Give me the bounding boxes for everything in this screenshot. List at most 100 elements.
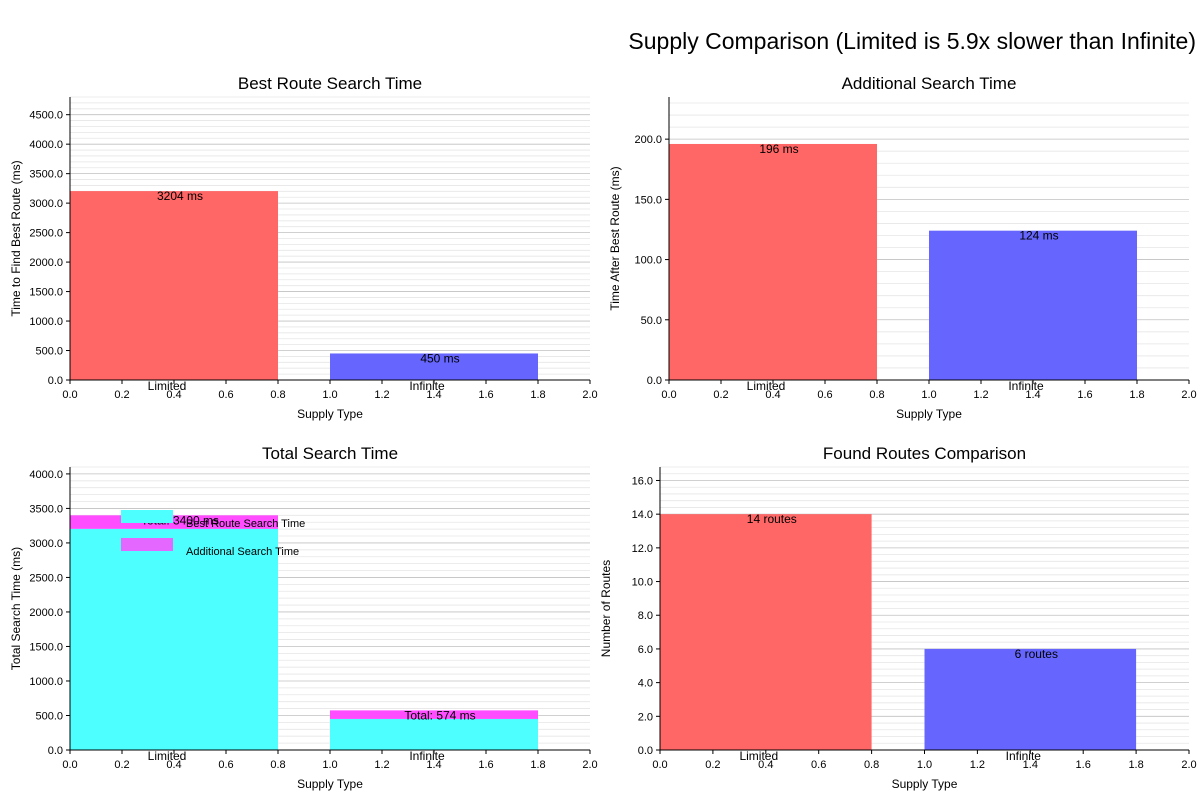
y-tick-label: 0.0 [647, 375, 662, 387]
data-label-limited: 196 ms [759, 142, 798, 156]
x-tick-label: 2.0 [582, 389, 597, 401]
data-label-limited: 3204 ms [157, 189, 203, 203]
x-tick-label: 0.0 [62, 759, 77, 771]
x-tick-label: 1.0 [917, 759, 932, 771]
bar-limited-best-route [70, 528, 278, 750]
y-tick-label: 1500.0 [29, 287, 63, 299]
y-tick-label: 6.0 [638, 644, 653, 656]
y-tick-label: 100.0 [634, 255, 662, 267]
chart-title: Total Search Time [262, 444, 398, 463]
x-tick-label: 1.6 [478, 759, 493, 771]
chart-title: Additional Search Time [842, 74, 1017, 93]
x-tick-label: 1.4 [1023, 759, 1038, 771]
x-tick-label: 0.8 [864, 759, 879, 771]
y-tick-label: 4000.0 [29, 139, 63, 151]
y-tick-label: 2000.0 [29, 257, 63, 269]
chart-title: Found Routes Comparison [823, 444, 1026, 463]
y-tick-label: 3500.0 [29, 169, 63, 181]
x-tick-label: 1.8 [530, 759, 545, 771]
category-label-limited: Limited [747, 379, 786, 393]
x-tick-label: 2.0 [1181, 759, 1196, 771]
x-tick-label: 0.4 [166, 759, 181, 771]
y-tick-label: 3500.0 [29, 503, 63, 515]
bar-limited [70, 191, 278, 380]
x-tick-label: 1.4 [426, 389, 441, 401]
x-tick-label: 0.6 [817, 389, 832, 401]
bar-limited [660, 514, 872, 750]
y-tick-label: 50.0 [641, 315, 662, 327]
legend-label-best-route: Best Route Search Time [186, 518, 305, 530]
x-tick-label: 0.6 [218, 759, 233, 771]
x-axis-label: Supply Type [892, 777, 958, 791]
x-tick-label: 0.6 [811, 759, 826, 771]
y-tick-label: 8.0 [638, 610, 653, 622]
x-axis-label: Supply Type [896, 407, 962, 421]
chart-found-routes-comparison: 0.0 2.0 4.0 6.0 8.0 10.0 12.0 14.0 16.0 0.0 0.2 0.4… [599, 444, 1197, 791]
y-tick-label: 10.0 [632, 577, 653, 589]
x-tick-label: 1.4 [1025, 389, 1040, 401]
x-tick-label: 2.0 [1181, 389, 1196, 401]
category-label-limited: Limited [148, 749, 187, 763]
y-axis-label: Time After Best Route (ms) [608, 166, 622, 310]
figure-title: Supply Comparison (Limited is 5.9x slowe… [628, 28, 1196, 54]
y-tick-label: 1000.0 [29, 676, 63, 688]
x-tick-label: 1.2 [374, 389, 389, 401]
category-label-infinite: Infinite [409, 379, 445, 393]
bar-infinite [924, 648, 1137, 750]
x-tick-label: 1.8 [530, 389, 545, 401]
x-tick-label: 0.0 [62, 389, 77, 401]
y-tick-label: 1500.0 [29, 641, 63, 653]
x-tick-label: 1.8 [1128, 759, 1143, 771]
category-label-limited: Limited [148, 379, 187, 393]
category-label-infinite: Infinite [1006, 749, 1042, 763]
category-label-limited: Limited [739, 749, 778, 763]
x-tick-label: 1.6 [1076, 759, 1091, 771]
data-label-limited: 14 routes [747, 512, 797, 526]
x-tick-label: 1.6 [1077, 389, 1092, 401]
x-tick-label: 1.0 [921, 389, 936, 401]
legend-swatch-additional [121, 538, 173, 551]
y-tick-label: 3000.0 [29, 198, 63, 210]
y-tick-label: 14.0 [632, 509, 653, 521]
x-axis-label: Supply Type [297, 777, 363, 791]
x-tick-label: 2.0 [582, 759, 597, 771]
y-tick-label: 12.0 [632, 543, 653, 555]
data-label-infinite: 450 ms [420, 351, 459, 365]
category-label-infinite: Infinite [1008, 379, 1044, 393]
x-tick-label: 0.4 [758, 759, 773, 771]
y-tick-label: 2.0 [638, 711, 653, 723]
x-tick-label: 0.2 [114, 759, 129, 771]
x-tick-label: 0.2 [713, 389, 728, 401]
y-tick-label: 2500.0 [29, 572, 63, 584]
chart-additional-search-time: 0.0 50.0 100.0 150.0 200.0 0.0 0.2 0.4 0.6 0.8 1.0… [608, 74, 1197, 421]
chart-best-route-search-time: 0.0 500.0 1000.0 1500.0 2000.0 2500.0 3000.0 35… [9, 74, 598, 421]
y-tick-label: 2000.0 [29, 607, 63, 619]
bar-infinite-best-route [330, 718, 538, 750]
chart-title: Best Route Search Time [238, 74, 422, 93]
x-tick-label: 0.6 [218, 389, 233, 401]
y-tick-label: 4.0 [638, 678, 653, 690]
y-tick-label: 3000.0 [29, 538, 63, 550]
x-tick-label: 1.2 [973, 389, 988, 401]
x-tick-label: 1.8 [1129, 389, 1144, 401]
x-tick-label: 0.8 [869, 389, 884, 401]
y-tick-label: 200.0 [634, 134, 662, 146]
y-tick-label: 0.0 [48, 375, 63, 387]
y-tick-label: 0.0 [638, 745, 653, 757]
chart-total-search-time: 0.0 500.0 1000.0 1500.0 2000.0 2500.0 3000.0 35… [9, 444, 598, 791]
x-tick-label: 1.0 [322, 759, 337, 771]
bar-limited [669, 143, 877, 380]
y-tick-label: 16.0 [632, 475, 653, 487]
y-tick-label: 500.0 [35, 710, 63, 722]
x-tick-label: 0.4 [765, 389, 780, 401]
x-tick-label: 0.2 [705, 759, 720, 771]
legend-swatch-best-route [121, 510, 173, 523]
legend-label-additional: Additional Search Time [186, 546, 299, 558]
bar-infinite [330, 353, 538, 380]
x-tick-label: 1.0 [322, 389, 337, 401]
x-tick-label: 0.8 [270, 389, 285, 401]
x-tick-label: 1.6 [478, 389, 493, 401]
data-label-infinite: Total: 574 ms [404, 708, 475, 722]
y-axis-label: Total Search Time (ms) [9, 547, 23, 670]
